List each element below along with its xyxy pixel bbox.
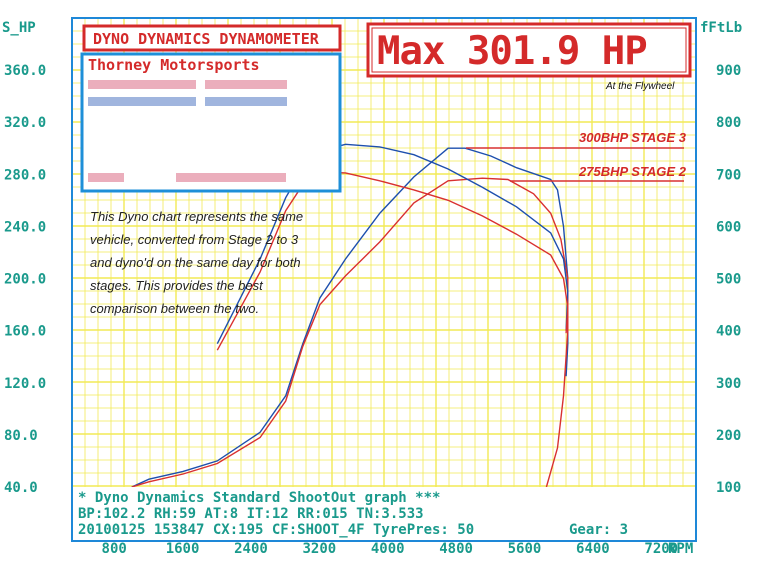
footer-line-2: BP:102.2 RH:59 AT:8 IT:12 RR:015 TN:3.53… bbox=[78, 506, 424, 522]
left-axis-unit: S_HP bbox=[2, 20, 36, 36]
left-tick-label: 120.0 bbox=[4, 376, 46, 392]
footer-line-3: 20100125 153847 CX:195 CF:SHOOT_4F TyreP… bbox=[78, 522, 474, 538]
left-tick-label: 240.0 bbox=[4, 219, 46, 235]
title-box-text: DYNO DYNAMICS DYNAMOMETER bbox=[93, 30, 320, 48]
plot-frame bbox=[71, 17, 697, 542]
left-tick-label: 280.0 bbox=[4, 167, 46, 183]
right-tick-label: 900 bbox=[716, 63, 741, 79]
customer-box bbox=[80, 52, 342, 193]
right-tick-label: 200 bbox=[716, 428, 741, 444]
left-tick-label: 40.0 bbox=[4, 480, 38, 496]
x-tick-label: 7200 bbox=[644, 541, 678, 557]
max-hp-box-inner bbox=[371, 27, 687, 73]
redacted-text bbox=[205, 97, 287, 106]
right-tick-label: 500 bbox=[716, 272, 741, 288]
title-box bbox=[82, 24, 342, 52]
footer-panel bbox=[73, 487, 695, 540]
flywheel-note: At the Flywheel bbox=[605, 81, 675, 92]
redacted-text bbox=[88, 80, 196, 89]
note-line: vehicle, converted from Stage 2 to 3 bbox=[90, 232, 299, 247]
redacted-text bbox=[88, 97, 196, 106]
x-tick-label: 4800 bbox=[439, 541, 473, 557]
x-tick-label: 6400 bbox=[576, 541, 610, 557]
customer-name: Thorney Motorsports bbox=[88, 56, 260, 74]
left-tick-label: 80.0 bbox=[4, 428, 38, 444]
legend-label-stage3: 300BHP STAGE 3 bbox=[579, 130, 687, 145]
redacted-text bbox=[176, 173, 286, 182]
left-axis-ticks: 360.0 320.0 280.0 240.0 200.0 160.0 120.0 80.0 4… bbox=[4, 63, 46, 496]
right-tick-label: 600 bbox=[716, 219, 741, 235]
right-tick-label: 100 bbox=[716, 480, 741, 496]
x-tick-label: 2400 bbox=[234, 541, 268, 557]
x-axis-unit: RPM bbox=[668, 541, 693, 557]
right-tick-label: 400 bbox=[716, 324, 741, 340]
left-tick-label: 360.0 bbox=[4, 63, 46, 79]
note-line: comparison between the two. bbox=[90, 301, 259, 316]
x-tick-label: 3200 bbox=[302, 541, 336, 557]
max-hp-box bbox=[366, 22, 692, 78]
x-tick-label: 4000 bbox=[371, 541, 405, 557]
max-hp-value: Max 301.9 HP bbox=[377, 29, 647, 74]
x-axis-ticks: 800 1600 2400 3200 4000 4800 5600 6400 7200 bbox=[102, 541, 679, 557]
power-curve-stage3 bbox=[131, 147, 569, 488]
redacted-text bbox=[205, 80, 287, 89]
x-tick-label: 1600 bbox=[166, 541, 200, 557]
x-tick-label: 800 bbox=[102, 541, 127, 557]
footer-line-1: * Dyno Dynamics Standard ShootOut graph … bbox=[78, 490, 440, 506]
comparison-note: This Dyno chart represents the same vehic… bbox=[90, 209, 303, 316]
torque-curve-stage2 bbox=[216, 170, 569, 351]
left-tick-label: 200.0 bbox=[4, 272, 46, 288]
right-tick-label: 300 bbox=[716, 376, 741, 392]
right-tick-label: 800 bbox=[716, 115, 741, 131]
left-tick-label: 320.0 bbox=[4, 115, 46, 131]
right-axis-unit: fFtLb bbox=[700, 20, 742, 36]
footer-gear: Gear: 3 bbox=[569, 522, 628, 538]
note-line: stages. This provides the best bbox=[90, 278, 264, 293]
right-axis-ticks: 900 800 700 600 500 400 300 200 100 bbox=[716, 63, 741, 496]
note-line: and dyno'd on the same day for both bbox=[90, 255, 301, 270]
right-tick-label: 700 bbox=[716, 167, 741, 183]
redacted-text bbox=[88, 173, 124, 182]
left-tick-label: 160.0 bbox=[4, 324, 46, 340]
legend-label-stage2: 275BHP STAGE 2 bbox=[578, 164, 687, 179]
note-line: This Dyno chart represents the same bbox=[90, 209, 303, 224]
x-tick-label: 5600 bbox=[508, 541, 542, 557]
